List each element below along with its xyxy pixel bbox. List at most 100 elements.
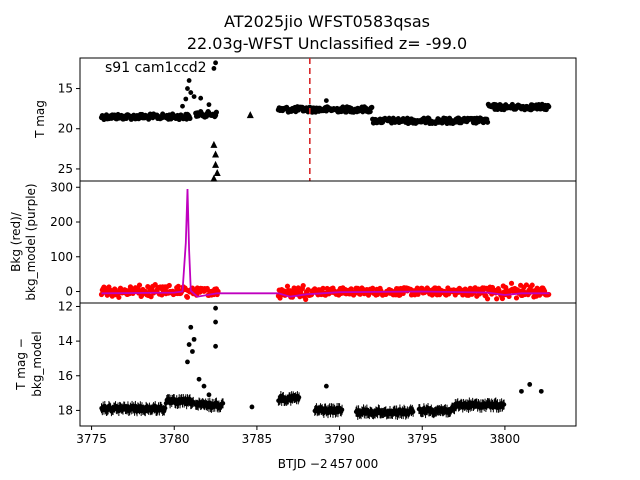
x-tick-label: 3785 (242, 432, 273, 446)
data-point (206, 392, 212, 398)
upper-limit-triangle (213, 168, 221, 176)
data-point (187, 115, 193, 121)
y-tick-label: 100 (50, 250, 73, 264)
data-point (183, 96, 189, 102)
data-point (186, 342, 192, 347)
bkg-point (508, 280, 515, 286)
chart-title-line2: 22.03g-WFST Unclassified z= -99.0 (187, 34, 467, 53)
bkg-point (499, 295, 506, 302)
data-point (198, 95, 204, 101)
bkg-point (375, 291, 381, 298)
data-point (528, 102, 534, 108)
bkg-point (348, 286, 354, 292)
bkg-point (166, 282, 172, 289)
data-point (339, 407, 345, 412)
data-point (296, 395, 302, 400)
panel-frame (79, 302, 577, 427)
upper-limit-triangle (212, 150, 220, 158)
ylabel-tmag: T mag (33, 100, 47, 139)
data-point (538, 388, 544, 394)
y-tick-label: 25 (58, 162, 73, 176)
bkg-point (148, 294, 154, 300)
data-point (323, 383, 329, 389)
x-tick-label: 3795 (407, 432, 438, 446)
x-tick-label: 3775 (76, 432, 107, 446)
data-point (519, 388, 524, 394)
upper-limit-triangle (210, 174, 218, 182)
data-point (501, 402, 507, 407)
bkg-point (116, 294, 122, 300)
bkg-point (284, 283, 291, 289)
chart-title-line1: AT2025jio WFST0583qsas (224, 12, 430, 31)
bkg-point (529, 282, 535, 288)
y-tick-label: 0 (65, 285, 73, 299)
ylabel-bkg-line1: Bkg (red)/ (9, 211, 23, 272)
bkg-point (320, 285, 326, 291)
data-point (206, 102, 212, 108)
bkg-point (365, 292, 372, 298)
ylabel-diff-line1: T mag − (14, 338, 28, 391)
data-point (186, 78, 192, 83)
data-point (213, 109, 219, 115)
x-tick-label: 3790 (324, 432, 355, 446)
x-tick-label: 3800 (490, 432, 521, 446)
data-point (188, 324, 194, 330)
x-axis-label: BTJD −2 457 000 (278, 457, 378, 471)
data-point (191, 336, 197, 342)
y-tick-label: 12 (58, 299, 73, 313)
bkg-point (175, 283, 181, 289)
data-point (527, 382, 533, 387)
data-point (546, 104, 552, 110)
bkg-point (184, 294, 191, 300)
ylabel-bkg-line2: bkg_model (purple) (24, 183, 38, 300)
bkg-model-line (101, 188, 550, 298)
data-point (323, 98, 329, 104)
data-point (249, 404, 255, 410)
data-point (190, 349, 195, 354)
bkg-point (370, 285, 376, 291)
y-tick-label: 16 (58, 369, 73, 383)
sector-camera-annotation: s91 cam1ccd2 (105, 60, 207, 76)
data-point (220, 401, 226, 406)
bkg-point (494, 296, 500, 302)
data-point (196, 376, 202, 382)
upper-limit-triangle (210, 140, 218, 148)
data-point (185, 359, 190, 365)
data-point (211, 66, 217, 71)
bkg-point (128, 285, 134, 291)
y-tick-label: 300 (50, 180, 73, 194)
data-point (191, 94, 197, 99)
upper-limit-triangle (246, 111, 254, 119)
bkg-point (136, 282, 143, 288)
bkg-point (305, 287, 311, 293)
y-tick-label: 18 (58, 403, 73, 417)
tmag-panel: 15 20 25 (58, 57, 577, 182)
ylabel-diff-line2: bkg_model (30, 331, 44, 397)
data-point (185, 86, 190, 91)
data-point (213, 60, 218, 66)
data-point (213, 319, 218, 325)
y-tick-label: 14 (58, 334, 73, 348)
x-tick-label: 3780 (159, 432, 190, 446)
bkg-point (484, 296, 491, 302)
y-tick-label: 200 (50, 215, 73, 229)
data-point (410, 409, 416, 415)
bkg-point (303, 296, 309, 302)
data-point (484, 119, 491, 125)
data-point (213, 305, 218, 311)
difference-panel: 12 14 16 18 3775 3780 3785 3790 3795 3800 (58, 299, 577, 446)
bkg-point (523, 282, 530, 288)
y-tick-label: 20 (58, 122, 73, 136)
data-point (201, 383, 207, 389)
data-point (180, 103, 185, 109)
data-point (213, 343, 218, 349)
bkg-point (513, 295, 520, 301)
y-tick-label: 15 (58, 82, 73, 96)
data-point (369, 104, 375, 110)
data-point (522, 104, 528, 110)
bkg-point (152, 281, 158, 288)
upper-limit-triangle (212, 160, 220, 168)
data-point (188, 90, 194, 95)
data-point (162, 405, 168, 411)
